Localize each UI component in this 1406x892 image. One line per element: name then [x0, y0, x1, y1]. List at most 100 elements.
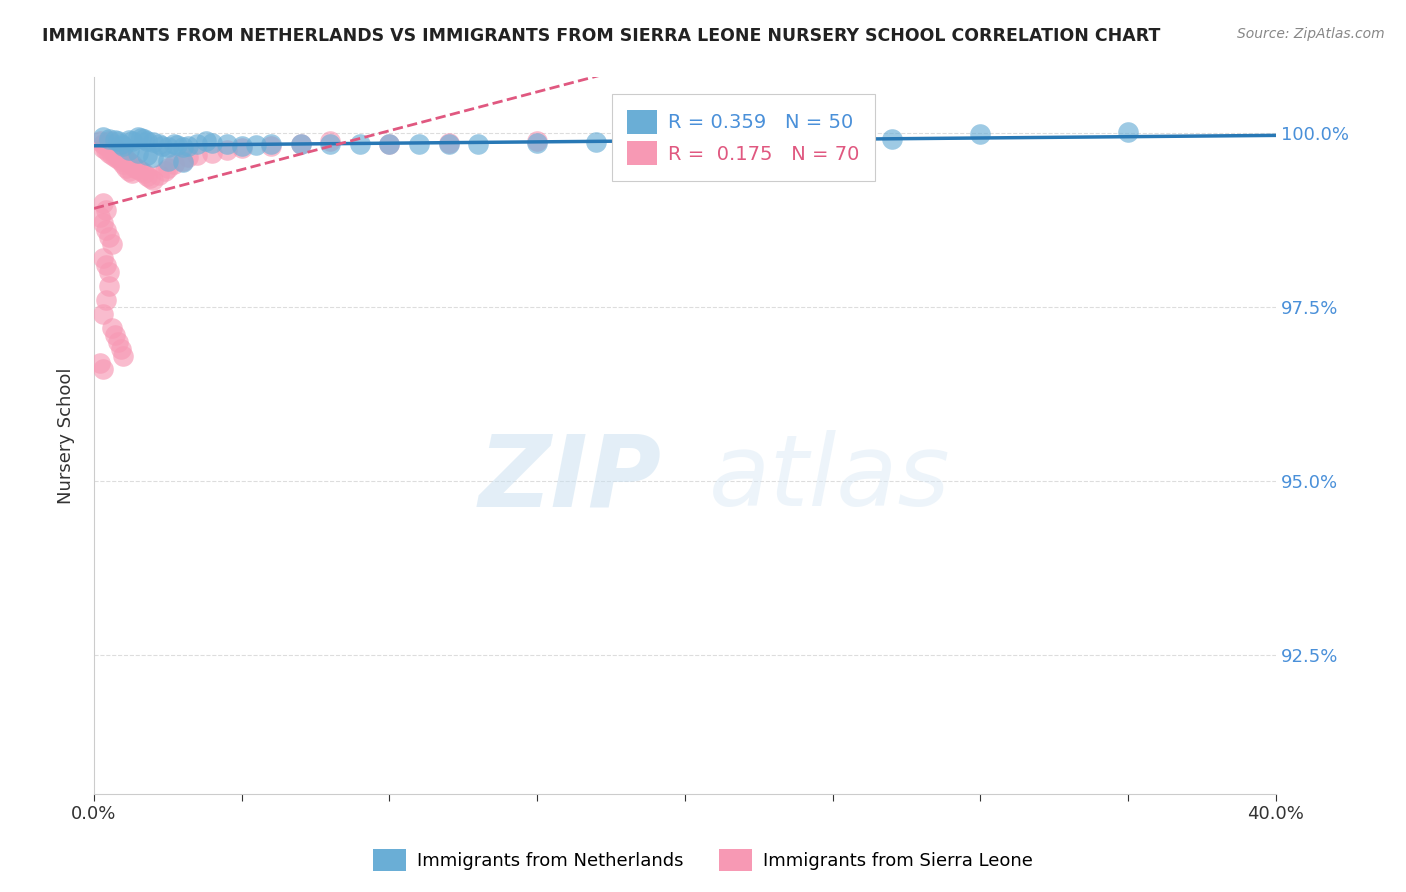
- Point: [134, 166, 156, 180]
- Point: [121, 157, 143, 171]
- Point: [177, 150, 200, 164]
- Point: [215, 144, 238, 158]
- Point: [437, 137, 460, 152]
- Point: [186, 136, 208, 151]
- Point: [644, 136, 666, 150]
- Point: [319, 135, 342, 149]
- Point: [290, 136, 312, 151]
- Point: [142, 173, 165, 187]
- Point: [110, 342, 132, 356]
- Point: [703, 135, 725, 149]
- Point: [319, 137, 342, 152]
- Point: [195, 135, 218, 149]
- Point: [148, 168, 170, 182]
- Point: [136, 169, 159, 184]
- Point: [166, 137, 188, 152]
- Point: [118, 144, 141, 158]
- Point: [94, 144, 117, 158]
- Point: [94, 293, 117, 307]
- Point: [762, 135, 785, 149]
- Point: [115, 153, 138, 167]
- Point: [97, 265, 120, 279]
- Legend: Immigrants from Netherlands, Immigrants from Sierra Leone: Immigrants from Netherlands, Immigrants …: [366, 842, 1040, 879]
- Point: [172, 153, 194, 168]
- Point: [260, 137, 283, 152]
- Point: [148, 136, 170, 151]
- Point: [91, 136, 114, 151]
- Point: [89, 355, 111, 369]
- Point: [201, 145, 224, 160]
- Point: [110, 145, 132, 160]
- Point: [107, 135, 129, 149]
- Point: [104, 141, 127, 155]
- Point: [97, 279, 120, 293]
- Point: [378, 137, 401, 152]
- Point: [91, 252, 114, 266]
- Point: [585, 135, 607, 149]
- Point: [467, 136, 489, 151]
- Point: [100, 144, 122, 158]
- Point: [127, 129, 149, 144]
- Point: [349, 136, 371, 151]
- Point: [107, 144, 129, 158]
- Point: [104, 133, 127, 147]
- Point: [89, 210, 111, 224]
- Point: [97, 140, 120, 154]
- Point: [153, 164, 176, 178]
- Point: [97, 145, 120, 160]
- Point: [231, 141, 253, 155]
- Point: [107, 334, 129, 349]
- Point: [94, 258, 117, 272]
- Point: [172, 155, 194, 169]
- Point: [112, 138, 135, 153]
- Point: [94, 138, 117, 153]
- Point: [260, 138, 283, 153]
- Point: [97, 131, 120, 145]
- Point: [172, 140, 194, 154]
- Point: [91, 362, 114, 376]
- Point: [163, 157, 186, 171]
- Point: [118, 164, 141, 178]
- Point: [880, 131, 903, 145]
- Point: [121, 166, 143, 180]
- Point: [100, 136, 122, 151]
- Point: [201, 136, 224, 150]
- Point: [136, 134, 159, 148]
- Point: [437, 136, 460, 150]
- Point: [112, 148, 135, 162]
- Point: [112, 157, 135, 171]
- Point: [100, 148, 122, 162]
- Point: [134, 132, 156, 146]
- Point: [142, 135, 165, 149]
- Point: [614, 133, 637, 147]
- Point: [186, 148, 208, 162]
- Point: [94, 202, 117, 217]
- Point: [821, 135, 844, 149]
- Point: [526, 136, 548, 150]
- Point: [118, 133, 141, 147]
- Point: [163, 136, 186, 151]
- Point: [969, 128, 991, 142]
- Point: [91, 141, 114, 155]
- Point: [100, 320, 122, 334]
- Point: [290, 136, 312, 151]
- Point: [156, 140, 179, 154]
- Point: [104, 327, 127, 342]
- Point: [136, 148, 159, 162]
- Point: [107, 153, 129, 167]
- Point: [112, 349, 135, 363]
- Point: [104, 147, 127, 161]
- Point: [139, 171, 162, 186]
- Point: [115, 161, 138, 175]
- Point: [156, 161, 179, 175]
- Point: [100, 237, 122, 252]
- Text: IMMIGRANTS FROM NETHERLANDS VS IMMIGRANTS FROM SIERRA LEONE NURSERY SCHOOL CORRE: IMMIGRANTS FROM NETHERLANDS VS IMMIGRANT…: [42, 27, 1160, 45]
- Point: [91, 217, 114, 231]
- Point: [118, 155, 141, 169]
- Point: [150, 138, 173, 153]
- Point: [215, 137, 238, 152]
- Point: [94, 223, 117, 237]
- Point: [91, 129, 114, 144]
- Y-axis label: Nursery School: Nursery School: [58, 368, 75, 504]
- Legend: R = 0.359   N = 50, R =  0.175   N = 70: R = 0.359 N = 50, R = 0.175 N = 70: [612, 95, 876, 181]
